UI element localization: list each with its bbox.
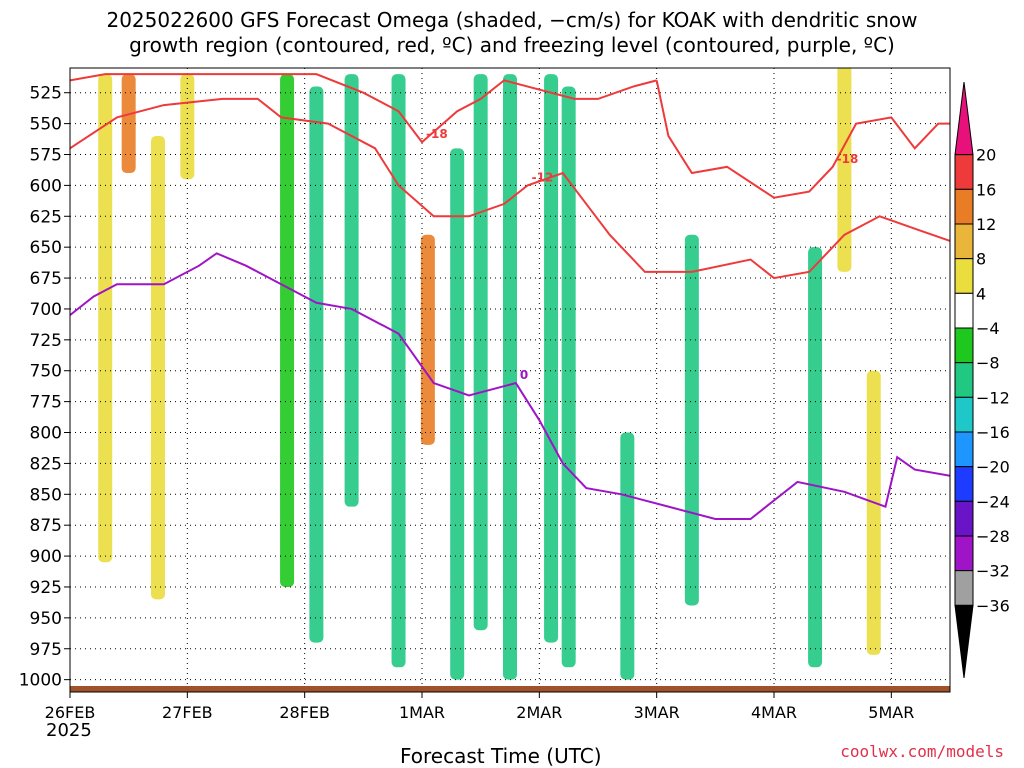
colorbar-segment-5 — [954, 292, 974, 329]
x-tick-label-6: 4MAR — [751, 703, 797, 722]
omega-region-3 — [180, 74, 195, 180]
x-axis-title: Forecast Time (UTC) — [400, 744, 602, 768]
y-tick-label-575: 575 — [30, 145, 62, 165]
omega-region-5 — [309, 86, 324, 643]
x-tick-label-4: 2MAR — [516, 703, 562, 722]
colorbar-segment-7 — [954, 362, 974, 398]
colorbar-segment-2 — [954, 188, 974, 225]
y-tick-label-950: 950 — [30, 609, 62, 629]
y-tick-label-700: 700 — [30, 300, 62, 320]
omega-region-15 — [684, 234, 699, 606]
title-line-1: 2025022600 GFS Forecast Omega (shaded, −… — [106, 8, 918, 32]
y-tick-label-800: 800 — [30, 424, 62, 444]
x-tick-label-5: 3MAR — [634, 703, 680, 722]
y-axis: 525 550 575 600 625 650 675 700 725 750 775 800 825 8… — [19, 84, 70, 691]
colorbar-label-9: −20 — [976, 458, 1010, 477]
colorbar-label-12: −32 — [976, 562, 1010, 581]
omega-region-10 — [473, 74, 488, 631]
y-tick-label-625: 625 — [30, 207, 62, 227]
contour-line-0 — [70, 73, 657, 144]
contour-label-2: -18 — [837, 152, 859, 166]
y-tick-label-725: 725 — [30, 331, 62, 351]
colorbar-label-13: −36 — [976, 596, 1010, 615]
colorbar-segment-11 — [954, 500, 974, 537]
omega-region-16 — [808, 247, 823, 668]
contour-label-0: -18 — [426, 127, 448, 141]
colorbar-label-3: 8 — [976, 250, 986, 269]
contour-line-3 — [70, 252, 950, 521]
colorbar-segment-3 — [954, 223, 974, 260]
omega-region-18 — [866, 370, 881, 655]
omega-region-8 — [420, 234, 435, 445]
terrain-band — [70, 686, 950, 692]
contour-label-1: -12 — [532, 170, 554, 184]
contour-line-2 — [655, 80, 950, 199]
colorbar-label-6: −8 — [976, 354, 1000, 373]
x-tick-label-0: 26FEB — [45, 703, 96, 722]
omega-region-6 — [344, 74, 359, 507]
title-line-2: growth region (contoured, red, ºC) and f… — [129, 33, 895, 57]
omega-region-1 — [121, 74, 136, 174]
x-tick-label-7: 5MAR — [868, 703, 914, 722]
omega-shading — [98, 68, 881, 680]
colorbar-segment-4 — [954, 258, 974, 294]
x-tick-label-2: 28FEB — [279, 703, 330, 722]
y-tick-label-675: 675 — [30, 269, 62, 289]
x-axis: 26FEB 27FEB 28FEB 1MAR 2MAR 3MAR 4MAR 5MAR — [45, 692, 914, 722]
colorbar-label-4: 4 — [976, 284, 986, 303]
chart-title: 2025022600 GFS Forecast Omega (shaded, −… — [0, 8, 1024, 58]
y-tick-label-550: 550 — [30, 115, 62, 135]
y-tick-label-1000: 1000 — [19, 671, 62, 691]
y-tick-label-925: 925 — [30, 578, 62, 598]
y-tick-label-875: 875 — [30, 516, 62, 536]
colorbar-label-11: −28 — [976, 527, 1010, 546]
colorbar-segment-9 — [954, 431, 974, 468]
omega-region-14 — [620, 432, 635, 680]
colorbar-segment-12 — [954, 535, 974, 572]
y-tick-label-900: 900 — [30, 547, 62, 567]
colorbar-label-0: 20 — [976, 146, 996, 165]
colorbar-segment-10 — [954, 466, 974, 502]
colorbar-label-1: 16 — [976, 180, 996, 199]
x-tick-label-3: 1MAR — [399, 703, 445, 722]
colorbar-arrow-bottom — [954, 604, 974, 679]
omega-region-0 — [98, 74, 113, 563]
contour-label-3: 0 — [520, 368, 528, 382]
y-tick-label-825: 825 — [30, 454, 62, 474]
omega-region-17 — [837, 68, 852, 272]
contour-line-1 — [70, 97, 950, 280]
colorbar: 20 16 12 8 4 −4 −8 −12 −16 −20 −24 −28 −32 −36 — [954, 81, 1010, 679]
omega-region-12 — [544, 74, 559, 643]
colorbar-label-10: −24 — [976, 492, 1010, 511]
colorbar-segment-1 — [954, 154, 974, 190]
omega-region-2 — [151, 135, 165, 600]
x-axis-year: 2025 — [46, 720, 92, 741]
omega-region-7 — [391, 74, 406, 668]
colorbar-segment-8 — [954, 396, 974, 433]
plot-frame — [69, 67, 951, 693]
x-tick-label-1: 27FEB — [162, 703, 213, 722]
y-tick-label-600: 600 — [30, 176, 62, 196]
colorbar-label-2: 12 — [976, 215, 996, 234]
y-tick-label-650: 650 — [30, 238, 62, 258]
colorbar-segment-13 — [954, 570, 974, 606]
omega-region-11 — [503, 74, 517, 680]
y-tick-label-975: 975 — [30, 640, 62, 660]
temperature-contours: -18 -12 -18 0 — [70, 73, 950, 521]
colorbar-arrow-top — [954, 81, 974, 156]
colorbar-label-5: −4 — [976, 319, 1000, 338]
omega-region-9 — [450, 148, 465, 680]
colorbar-label-8: −16 — [976, 423, 1010, 442]
y-tick-label-750: 750 — [30, 362, 62, 382]
source-credit: coolwx.com/models — [840, 742, 1004, 761]
omega-region-13 — [561, 86, 576, 668]
colorbar-segment-6 — [954, 327, 974, 364]
y-tick-label-525: 525 — [30, 84, 62, 104]
colorbar-label-7: −12 — [976, 388, 1010, 407]
omega-region-4 — [280, 74, 295, 587]
y-tick-label-850: 850 — [30, 485, 62, 505]
grid-lines — [70, 68, 950, 692]
y-tick-label-775: 775 — [30, 393, 62, 413]
